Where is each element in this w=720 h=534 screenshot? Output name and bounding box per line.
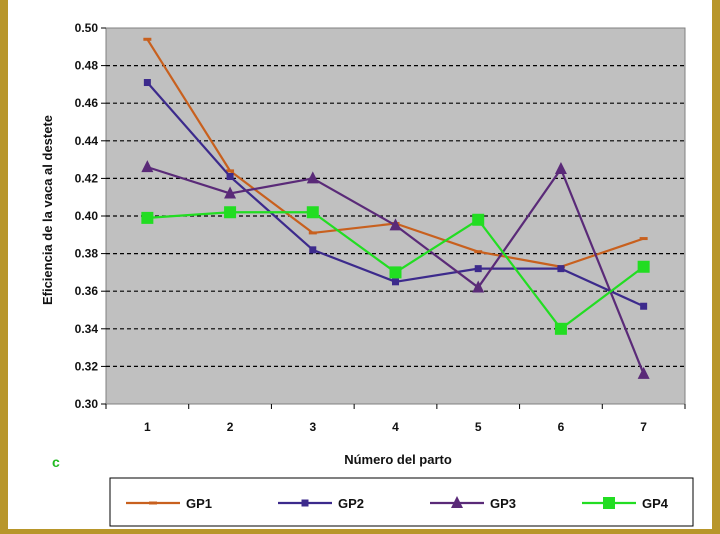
y-tick-label: 0.36 [75,284,99,298]
data-point [554,322,567,335]
legend-label: GP1 [186,496,212,511]
data-point [557,265,565,273]
data-point [637,260,650,273]
data-point [639,237,648,241]
y-tick-label: 0.48 [75,59,99,73]
data-point [143,79,151,87]
data-point [451,496,463,508]
panel-label: c [52,454,60,470]
x-tick-label: 4 [392,420,399,434]
legend-item-gp1: GP1 [126,496,212,511]
legend-items: GP1 GP2 GP3 GP4 [126,496,669,511]
data-point [637,366,650,379]
series-gp4 [141,206,650,335]
data-point [224,206,237,219]
data-point [309,246,317,254]
legend-label: GP2 [338,496,364,511]
legend-item-gp4: GP4 [582,496,669,511]
legend-label: GP4 [642,496,669,511]
legend-label: GP3 [490,496,516,511]
data-point [301,499,309,507]
legend: GP1 GP2 GP3 GP4 [109,477,694,527]
y-tick-label: 0.32 [75,359,99,373]
chart-frame: 0.30 0.32 0.34 0.36 0.38 0.40 0.42 0.44 0.46 0.48… [8,0,712,529]
data-point [389,266,402,279]
data-point [389,218,402,231]
x-tick-label: 7 [640,420,647,434]
data-point [141,211,154,224]
data-point [306,206,319,219]
x-tick-label: 3 [309,420,316,434]
data-point [224,186,237,199]
x-tick-label: 5 [475,420,482,434]
gridlines [106,64,685,367]
legend-item-gp2: GP2 [278,496,364,511]
line-chart: 0.30 0.32 0.34 0.36 0.38 0.40 0.42 0.44 0.46 0.48… [40,21,694,527]
series-gp3 [141,160,650,379]
data-point [472,213,485,226]
data-point [226,169,235,173]
data-point [141,160,154,173]
y-axis-label: Eficiencia de la vaca al destete [40,115,55,305]
x-axis-label: Número del parto [344,452,452,467]
y-tick-label: 0.38 [75,247,99,261]
data-point [306,171,319,184]
y-tick-label: 0.42 [75,171,99,185]
y-axis: 0.30 0.32 0.34 0.36 0.38 0.40 0.42 0.44 0.46 0.48… [75,21,106,411]
data-point [554,162,567,174]
data-point [474,265,482,273]
y-tick-label: 0.44 [75,134,99,148]
data-point [392,278,399,286]
data-point [149,501,157,505]
y-tick-label: 0.50 [75,21,99,35]
data-point [308,231,317,235]
legend-item-gp3: GP3 [430,496,516,511]
x-tick-label: 1 [144,420,151,434]
data-point [603,497,615,509]
y-tick-label: 0.40 [75,209,99,223]
y-tick-label: 0.34 [75,322,99,336]
data-point [474,250,483,254]
x-tick-label: 2 [227,420,234,434]
y-tick-label: 0.46 [75,96,99,110]
x-axis: 1 2 3 4 5 6 7 [105,404,686,434]
data-point [472,280,485,293]
y-tick-label: 0.30 [75,397,99,411]
x-tick-label: 6 [558,420,565,434]
series-gp2 [143,79,648,310]
series-group [141,37,650,379]
data-point [640,302,648,310]
data-point [143,37,152,41]
data-point [226,173,234,181]
